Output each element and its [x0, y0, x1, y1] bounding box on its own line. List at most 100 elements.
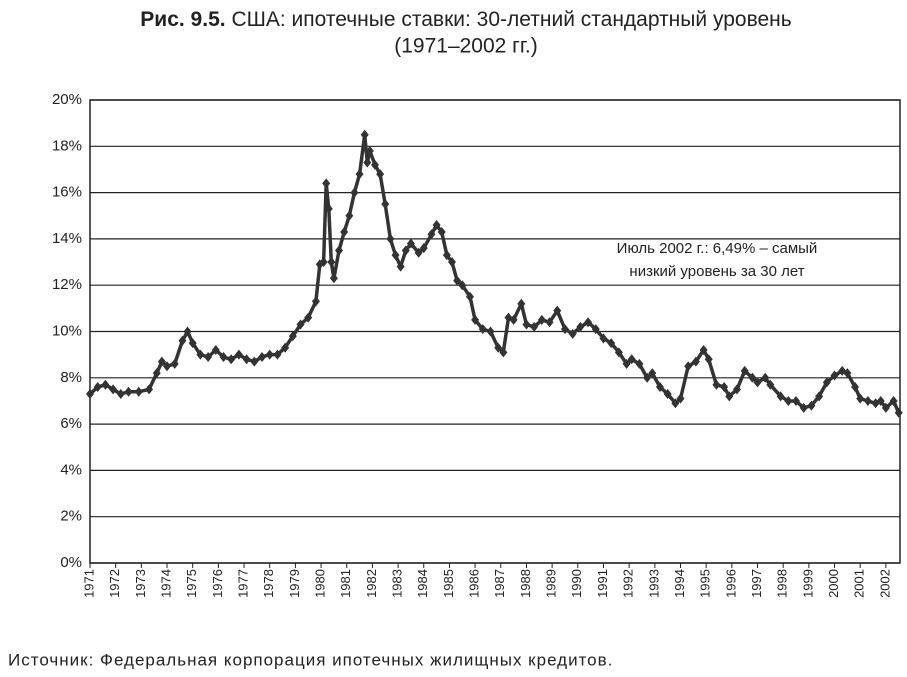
data-point: [234, 349, 243, 360]
x-tick-label: 1991: [595, 569, 610, 598]
chart-subtitle: (1971–2002 гг.): [394, 35, 538, 58]
x-tick-label: 1974: [158, 569, 173, 598]
data-point: [204, 351, 213, 362]
data-point: [784, 395, 793, 406]
data-point: [219, 351, 228, 362]
data-point: [227, 354, 236, 365]
data-point: [720, 382, 729, 393]
data-point: [401, 245, 410, 256]
data-point: [363, 157, 372, 168]
data-point: [517, 298, 526, 309]
x-tick-label: 1999: [800, 569, 815, 598]
y-tick-label: 8%: [60, 369, 82, 386]
x-tick-label: 1997: [749, 569, 764, 598]
x-tick-label: 1989: [544, 569, 559, 598]
annotation: Июль 2002 г.: 6,49% – самый: [617, 240, 818, 257]
y-tick-label: 10%: [52, 322, 82, 339]
data-point: [365, 145, 374, 156]
data-point: [545, 317, 554, 328]
y-tick-label: 12%: [52, 276, 82, 293]
x-tick-label: 2000: [826, 569, 841, 598]
data-point: [851, 382, 860, 393]
data-point: [242, 354, 251, 365]
data-point: [494, 342, 503, 353]
data-point: [684, 361, 693, 372]
data-point: [370, 159, 379, 170]
data-point: [101, 379, 110, 390]
data-point: [145, 384, 154, 395]
x-tick-label: 1994: [672, 569, 687, 598]
data-point: [560, 324, 569, 335]
data-point: [340, 226, 349, 237]
data-point: [322, 178, 331, 189]
data-point: [648, 368, 657, 379]
data-point: [116, 389, 125, 400]
data-point: [627, 354, 636, 365]
x-tick-label: 1993: [646, 569, 661, 598]
x-tick-label: 1981: [338, 569, 353, 598]
data-point: [178, 335, 187, 346]
data-point: [335, 245, 344, 256]
x-tick-label: 1986: [467, 569, 482, 598]
data-point: [109, 384, 118, 395]
data-point: [799, 402, 808, 413]
data-point: [486, 326, 495, 337]
x-tick-label: 1995: [698, 569, 713, 598]
data-point: [732, 384, 741, 395]
data-point: [376, 169, 385, 180]
data-point: [386, 233, 395, 244]
y-tick-label: 4%: [60, 461, 82, 478]
data-point: [663, 389, 672, 400]
data-point: [655, 382, 664, 393]
data-point: [350, 187, 359, 198]
x-tick-label: 1998: [775, 569, 790, 598]
data-point: [250, 356, 259, 367]
annotation: низкий уровень за 30 лет: [629, 263, 804, 280]
x-tick-label: 1996: [723, 569, 738, 598]
data-point: [753, 377, 762, 388]
data-point: [265, 349, 274, 360]
data-point: [553, 305, 562, 316]
y-tick-label: 0%: [60, 554, 82, 571]
chart-title: Рис. 9.5. США: ипотечные ставки: 30-летн…: [140, 8, 791, 31]
title-text: США: ипотечные ставки: 30-летний стандар…: [231, 8, 791, 31]
x-tick-label: 1973: [133, 569, 148, 598]
data-point: [163, 361, 172, 372]
data-point: [281, 342, 290, 353]
x-tick-label: 1990: [569, 569, 584, 598]
data-point: [304, 312, 313, 323]
x-tick-label: 1988: [518, 569, 533, 598]
data-point: [876, 395, 885, 406]
data-line: [88, 132, 901, 414]
data-point: [822, 377, 831, 388]
data-point: [699, 345, 708, 356]
data-point: [360, 129, 369, 140]
data-point: [830, 370, 839, 381]
source-note: Источник: Федеральная корпорация ипотечн…: [8, 650, 613, 669]
data-point: [530, 321, 539, 332]
data-point: [761, 372, 770, 383]
data-point: [134, 386, 143, 397]
data-point: [196, 349, 205, 360]
data-point: [676, 393, 685, 404]
data-point: [396, 261, 405, 272]
x-tick-label: 1983: [390, 569, 405, 598]
y-tick-label: 6%: [60, 415, 82, 432]
y-tick-label: 18%: [52, 137, 82, 154]
data-point: [843, 368, 852, 379]
data-point: [442, 250, 451, 261]
data-point: [288, 331, 297, 342]
x-tick-label: 1980: [312, 569, 327, 598]
data-point: [211, 345, 220, 356]
data-point: [432, 220, 441, 231]
x-tick-label: 1987: [492, 569, 507, 598]
data-point: [704, 354, 713, 365]
data-point: [478, 324, 487, 335]
data-point: [258, 351, 267, 362]
data-point: [329, 273, 338, 284]
data-point: [183, 326, 192, 337]
data-point: [311, 296, 320, 307]
data-point: [691, 356, 700, 367]
data-point: [157, 356, 166, 367]
